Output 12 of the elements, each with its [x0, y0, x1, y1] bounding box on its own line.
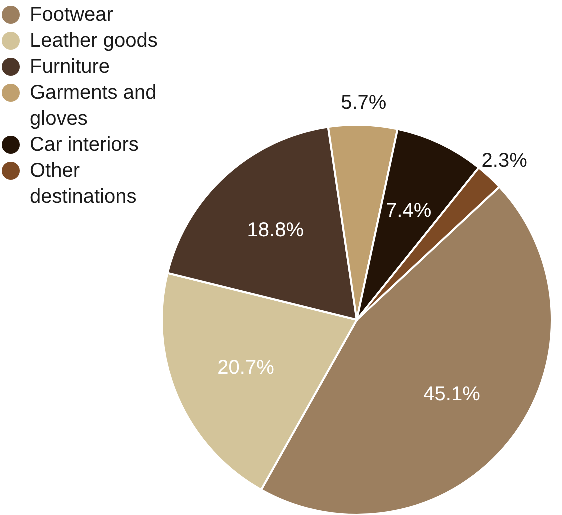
legend-label: Furniture	[30, 55, 110, 80]
data-label: 2.3%	[482, 150, 528, 172]
legend-label: Other destinations	[30, 159, 138, 210]
data-label: 20.7%	[218, 356, 275, 379]
legend-label: Car interiors	[30, 133, 139, 158]
data-label: 7.4%	[386, 200, 432, 222]
legend-label: Footwear	[30, 3, 114, 28]
data-label: 45.1%	[424, 384, 481, 406]
data-label: 5.7%	[341, 92, 387, 114]
legend-label: Leather goods	[30, 29, 158, 54]
legend-label: Garments and gloves	[30, 81, 158, 132]
data-label: 18.8%	[247, 220, 304, 242]
